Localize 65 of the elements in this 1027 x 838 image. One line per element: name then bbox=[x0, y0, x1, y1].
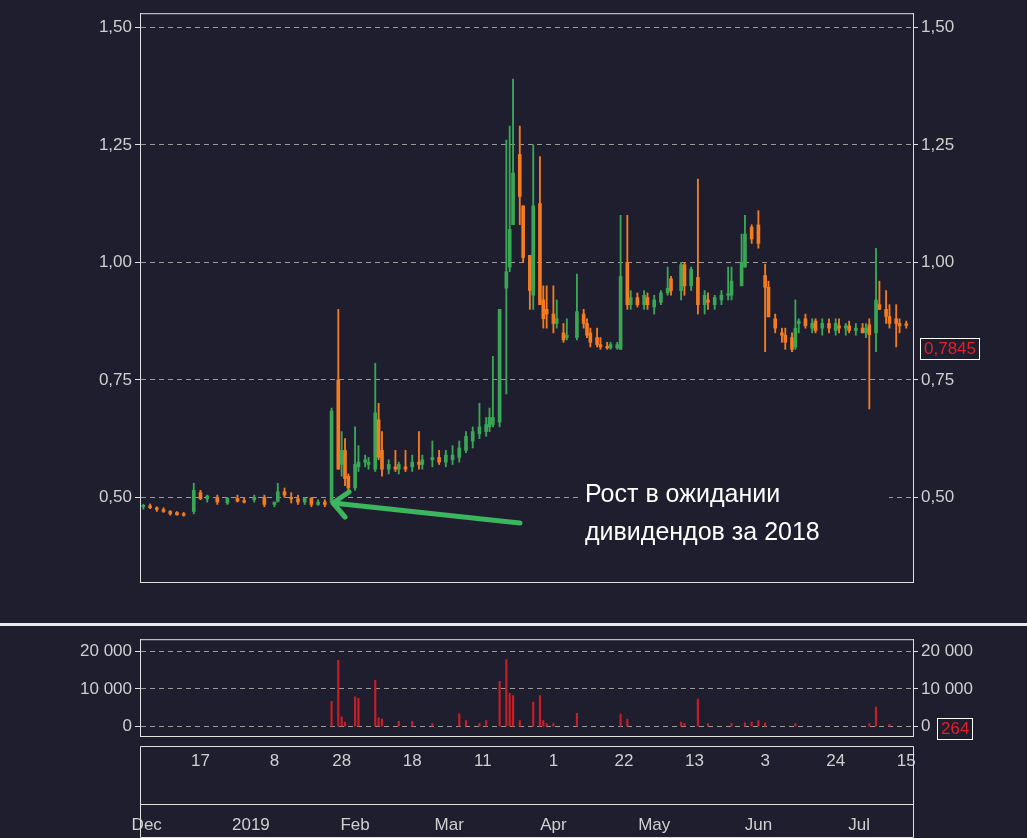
y2-tick-label: 0,50 bbox=[921, 487, 955, 507]
bar bbox=[730, 723, 733, 727]
y-tick-label: 20 000 bbox=[80, 640, 132, 660]
y-tick-label: 0,75 bbox=[98, 369, 132, 389]
bar bbox=[498, 681, 501, 727]
x2-tick-label: Mar bbox=[434, 814, 465, 834]
bar bbox=[337, 659, 340, 727]
candlestick bbox=[763, 263, 767, 352]
x2-tick-label: 2019 bbox=[231, 814, 270, 834]
bar bbox=[330, 701, 333, 727]
text: 264 bbox=[937, 718, 974, 740]
bar bbox=[532, 701, 535, 727]
candlestick bbox=[565, 318, 569, 341]
x2-tick-label: Jun bbox=[744, 814, 773, 834]
y2-tick-label: 0,75 bbox=[921, 369, 955, 389]
bar bbox=[511, 695, 515, 727]
y2-tick-label: 1,50 bbox=[921, 16, 955, 36]
candlestick bbox=[726, 266, 730, 301]
bar bbox=[518, 720, 521, 727]
y-tick-label: 10 000 bbox=[80, 678, 132, 698]
x-tick-label: 1 bbox=[548, 750, 559, 770]
x2-tick-label: May bbox=[638, 814, 671, 834]
y2-tick-label: 20 000 bbox=[921, 640, 973, 660]
candlestick bbox=[289, 492, 294, 504]
x-tick-label: 3 bbox=[760, 750, 770, 770]
x-tick-label: 13 bbox=[685, 750, 704, 770]
x2-tick-label: Jul bbox=[848, 814, 871, 834]
y2-tick-label: 0 bbox=[921, 716, 931, 736]
x-tick-label: 24 bbox=[826, 750, 846, 770]
y-tick-label: 0 bbox=[122, 716, 132, 736]
x-tick-label: 17 bbox=[191, 750, 210, 770]
bar bbox=[505, 659, 508, 727]
x-tick-label: 18 bbox=[402, 750, 422, 770]
bar bbox=[354, 696, 357, 727]
y-tick-label: 1,50 bbox=[98, 16, 132, 36]
x-tick-label: 8 bbox=[269, 750, 280, 770]
y-tick-label: 1,25 bbox=[98, 134, 132, 154]
y2-tick-label: 1,25 bbox=[921, 134, 955, 154]
bar bbox=[743, 722, 747, 727]
bar bbox=[458, 713, 461, 727]
bar bbox=[538, 695, 542, 727]
text: 0,7845 bbox=[920, 338, 980, 360]
bar bbox=[757, 720, 760, 727]
y2-tick-label: 1,00 bbox=[921, 252, 955, 272]
annotation: Рост в ожидании дивидендов за 2018 bbox=[581, 474, 889, 550]
x2-tick-label: Apr bbox=[540, 814, 567, 834]
bar bbox=[888, 723, 891, 727]
candlestick bbox=[491, 356, 495, 428]
bar bbox=[508, 693, 511, 727]
bar bbox=[340, 716, 343, 727]
x-tick-label: 28 bbox=[332, 750, 352, 770]
x-tick-label: 22 bbox=[614, 750, 634, 770]
bar bbox=[478, 723, 481, 727]
bar bbox=[464, 720, 468, 727]
x2-tick-label: Feb bbox=[340, 814, 370, 834]
bar bbox=[485, 720, 488, 727]
bar bbox=[357, 698, 360, 727]
y2-tick-label: 10 000 bbox=[921, 678, 973, 698]
bar bbox=[696, 698, 699, 727]
x-tick-label: 11 bbox=[473, 750, 492, 770]
bar bbox=[374, 679, 377, 727]
y-tick-label: 1,00 bbox=[98, 252, 132, 272]
bar bbox=[764, 722, 767, 727]
bar bbox=[575, 713, 578, 727]
y-tick-label: 0,50 bbox=[98, 487, 132, 507]
